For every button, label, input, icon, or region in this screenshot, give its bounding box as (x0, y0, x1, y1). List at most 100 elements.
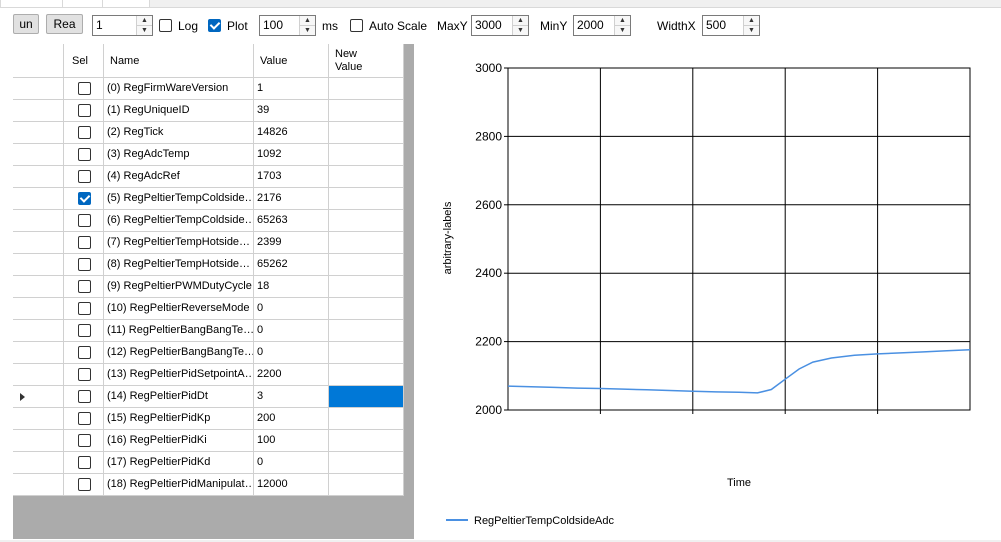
table-row[interactable]: (1) RegUniqueID 39 (13, 100, 404, 122)
new-value-cell[interactable] (329, 276, 404, 298)
row-header[interactable] (13, 298, 64, 320)
row-header[interactable] (13, 276, 64, 298)
sel-cell[interactable] (64, 232, 104, 254)
table-row[interactable]: (6) RegPeltierTempColdside… 65263 (13, 210, 404, 232)
spin-up-icon[interactable]: ▲ (744, 16, 759, 26)
table-row[interactable]: (14) RegPeltierPidDt 3 (13, 386, 404, 408)
row-header[interactable] (13, 144, 64, 166)
sel-cell[interactable] (64, 100, 104, 122)
column-header-value[interactable]: Value (254, 44, 329, 78)
log-checkbox[interactable] (159, 19, 172, 32)
row-header[interactable] (13, 210, 64, 232)
table-row[interactable]: (9) RegPeltierPWMDutyCycle 18 (13, 276, 404, 298)
table-row[interactable]: (12) RegPeltierBangBangTe… 0 (13, 342, 404, 364)
new-value-cell[interactable] (329, 452, 404, 474)
new-value-cell[interactable] (329, 408, 404, 430)
new-value-cell[interactable] (329, 254, 404, 276)
sel-cell[interactable] (64, 210, 104, 232)
table-row[interactable]: (13) RegPeltierPidSetpointA… 2200 (13, 364, 404, 386)
column-header-sel[interactable]: Sel (64, 44, 104, 78)
sel-cell[interactable] (64, 408, 104, 430)
sel-cell[interactable] (64, 144, 104, 166)
table-row[interactable]: (3) RegAdcTemp 1092 (13, 144, 404, 166)
sel-cell[interactable] (64, 122, 104, 144)
new-value-cell[interactable] (329, 342, 404, 364)
row-header[interactable] (13, 386, 64, 408)
select-checkbox[interactable] (78, 104, 91, 117)
autoscale-checkbox[interactable] (350, 19, 363, 32)
widthx-input[interactable]: 500 ▲ ▼ (702, 15, 760, 36)
select-checkbox[interactable] (78, 346, 91, 359)
period-spinner[interactable]: ▲ ▼ (299, 16, 315, 35)
sel-cell[interactable] (64, 276, 104, 298)
select-checkbox[interactable] (78, 324, 91, 337)
read-button[interactable]: Rea (46, 14, 83, 34)
table-row[interactable]: (0) RegFirmWareVersion 1 (13, 78, 404, 100)
spin-up-icon[interactable]: ▲ (513, 16, 528, 26)
sel-cell[interactable] (64, 430, 104, 452)
new-value-cell[interactable] (329, 210, 404, 232)
row-header[interactable] (13, 364, 64, 386)
select-checkbox[interactable] (78, 214, 91, 227)
new-value-cell[interactable] (329, 320, 404, 342)
table-row[interactable]: (16) RegPeltierPidKi 100 (13, 430, 404, 452)
new-value-cell[interactable] (329, 78, 404, 100)
table-row[interactable]: (18) RegPeltierPidManipulat… 12000 (13, 474, 404, 496)
miny-input[interactable]: 2000 ▲ ▼ (573, 15, 631, 36)
miny-spinner[interactable]: ▲ ▼ (614, 16, 630, 35)
new-value-cell[interactable] (329, 386, 404, 408)
sel-cell[interactable] (64, 342, 104, 364)
plot-checkbox[interactable] (208, 19, 221, 32)
spin-down-icon[interactable]: ▼ (517, 27, 524, 34)
select-checkbox[interactable] (78, 390, 91, 403)
interval-input[interactable]: 1 ▲ ▼ (92, 15, 153, 36)
row-header[interactable] (13, 430, 64, 452)
row-header[interactable] (13, 100, 64, 122)
column-header-new-value[interactable]: New Value (329, 44, 404, 78)
select-checkbox[interactable] (78, 258, 91, 271)
row-header[interactable] (13, 320, 64, 342)
row-header[interactable] (13, 474, 64, 496)
sel-cell[interactable] (64, 364, 104, 386)
widthx-spinner[interactable]: ▲ ▼ (743, 16, 759, 35)
select-checkbox[interactable] (78, 148, 91, 161)
spin-down-icon[interactable]: ▼ (748, 27, 755, 34)
new-value-cell[interactable] (329, 474, 404, 496)
spin-up-icon[interactable]: ▲ (615, 16, 630, 26)
sel-cell[interactable] (64, 166, 104, 188)
new-value-cell[interactable] (329, 298, 404, 320)
table-row[interactable]: (8) RegPeltierTempHotside… 65262 (13, 254, 404, 276)
row-header[interactable] (13, 232, 64, 254)
interval-spinner[interactable]: ▲ ▼ (136, 16, 152, 35)
column-header-name[interactable]: Name (104, 44, 254, 78)
row-header[interactable] (13, 342, 64, 364)
select-checkbox[interactable] (78, 236, 91, 249)
row-header[interactable] (13, 166, 64, 188)
table-row[interactable]: (5) RegPeltierTempColdside… 2176 (13, 188, 404, 210)
table-row[interactable]: (4) RegAdcRef 1703 (13, 166, 404, 188)
spin-down-icon[interactable]: ▼ (304, 27, 311, 34)
row-header[interactable] (13, 452, 64, 474)
select-checkbox[interactable] (78, 478, 91, 491)
select-checkbox[interactable] (78, 192, 91, 205)
table-row[interactable]: (7) RegPeltierTempHotside… 2399 (13, 232, 404, 254)
new-value-cell[interactable] (329, 100, 404, 122)
row-header[interactable] (13, 254, 64, 276)
spin-down-icon[interactable]: ▼ (141, 27, 148, 34)
select-checkbox[interactable] (78, 456, 91, 469)
row-header[interactable] (13, 188, 64, 210)
new-value-cell[interactable] (329, 232, 404, 254)
new-value-cell[interactable] (329, 144, 404, 166)
select-checkbox[interactable] (78, 412, 91, 425)
new-value-cell[interactable] (329, 166, 404, 188)
row-header-corner[interactable] (13, 44, 64, 78)
row-header[interactable] (13, 122, 64, 144)
sel-cell[interactable] (64, 188, 104, 210)
spin-up-icon[interactable]: ▲ (137, 16, 152, 26)
row-header[interactable] (13, 78, 64, 100)
table-row[interactable]: (11) RegPeltierBangBangTe… 0 (13, 320, 404, 342)
table-row[interactable]: (15) RegPeltierPidKp 200 (13, 408, 404, 430)
select-checkbox[interactable] (78, 434, 91, 447)
sel-cell[interactable] (64, 320, 104, 342)
new-value-cell[interactable] (329, 430, 404, 452)
